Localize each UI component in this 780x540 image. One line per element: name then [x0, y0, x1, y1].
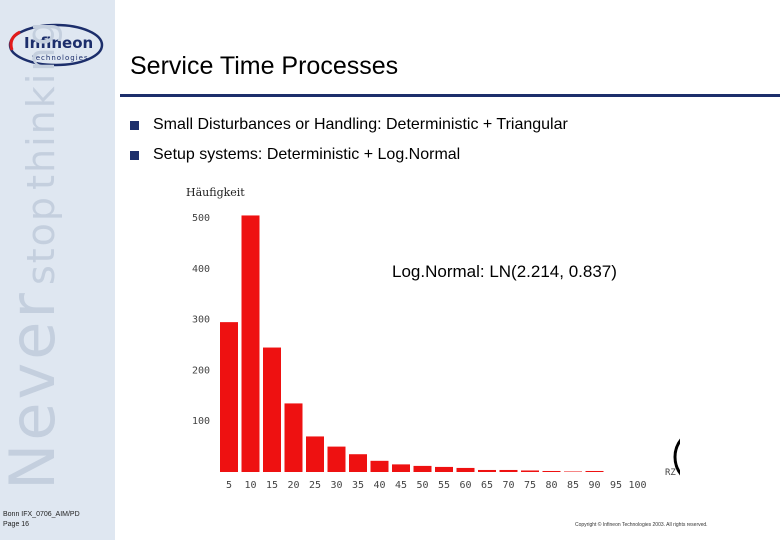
radar-icon [673, 438, 680, 476]
histogram-bar [349, 454, 367, 472]
x-tick-label: 65 [481, 480, 493, 491]
x-tick-label: 40 [373, 480, 385, 491]
histogram-bar [456, 467, 475, 472]
slogan-stop: stop [19, 194, 63, 286]
histogram-bar [585, 470, 604, 472]
x-tick-label: 25 [309, 480, 321, 491]
bullet-square-icon [130, 120, 139, 130]
slogan-never: Never [0, 290, 69, 490]
y-tick-label: 400 [192, 264, 210, 275]
x-tick-label: 100 [628, 480, 646, 491]
y-tick-label: 500 [192, 213, 210, 224]
logo-wordmark: Infineon [24, 34, 93, 52]
histogram-bar [284, 403, 303, 472]
histogram-bar [564, 471, 582, 472]
y-axis-label: Häufigkeit [186, 186, 245, 199]
infineon-logo: Infineon technologies [8, 23, 104, 67]
bullet-1-text: Small Disturbances or Handling: Determin… [153, 116, 568, 133]
slogan: Never stop thinking [0, 19, 69, 490]
histogram-bar [478, 469, 496, 472]
histogram-bar [370, 460, 389, 472]
x-tick-label: 30 [330, 480, 342, 491]
histogram-bar [263, 347, 281, 472]
histogram-bar [327, 446, 346, 472]
x-tick-label: 55 [438, 480, 450, 491]
histogram-bar [220, 322, 238, 472]
histogram-bar [521, 470, 539, 472]
slogan-thinking: thinking [19, 19, 63, 190]
x-tick-label: 75 [524, 480, 536, 491]
histogram-bar [499, 469, 518, 472]
distribution-annotation: Log.Normal: LN(2.214, 0.837) [392, 262, 617, 281]
x-tick-label: 15 [266, 480, 278, 491]
y-tick-label: 100 [192, 416, 210, 427]
x-tick-label: 10 [244, 480, 256, 491]
histogram-bar [392, 464, 410, 472]
x-tick-label: 50 [416, 480, 428, 491]
x-tick-label: 20 [287, 480, 299, 491]
x-tick-label: 85 [567, 480, 579, 491]
histogram-bar [306, 436, 324, 472]
copyright: Copyright © Infineon Technologies 2003. … [575, 522, 708, 528]
logo-subtitle: technologies [32, 54, 89, 62]
footer-left: Bonn IFX_0706_AIM/PD Page 16 [3, 510, 80, 530]
x-tick-label: 5 [226, 480, 232, 491]
footer-page: Page 16 [3, 521, 30, 528]
corner-label: RZ [665, 468, 676, 478]
bullet-2-text: Setup systems: Deterministic + Log.Norma… [153, 146, 461, 163]
slide-title: Service Time Processes [130, 52, 399, 80]
title-rule [120, 94, 780, 97]
histogram-bar [241, 215, 260, 472]
y-tick-label: 200 [192, 365, 210, 376]
histogram-bar [435, 466, 453, 472]
bullet-2: Setup systems: Deterministic + Log.Norma… [130, 146, 460, 164]
bullet-square-icon [130, 150, 139, 160]
x-tick-label: 90 [588, 480, 600, 491]
footer-line-1: Bonn IFX_0706_AIM/PD [3, 511, 80, 518]
histogram-bar [542, 470, 561, 472]
x-tick-label: 95 [610, 480, 622, 491]
x-tick-label: 35 [352, 480, 364, 491]
x-tick-label: 60 [459, 480, 471, 491]
sidebar: Infineon technologies Never stop thinkin… [0, 0, 115, 540]
y-tick-label: 300 [192, 315, 210, 326]
x-tick-label: 70 [502, 480, 514, 491]
histogram-chart: Häufigkeit 100 200 300 400 500 5 10 15 20 25 30 35… [186, 186, 680, 491]
bullet-1: Small Disturbances or Handling: Determin… [130, 116, 568, 134]
histogram-bar [413, 465, 432, 472]
x-tick-label: 45 [395, 480, 407, 491]
x-tick-label: 80 [545, 480, 557, 491]
